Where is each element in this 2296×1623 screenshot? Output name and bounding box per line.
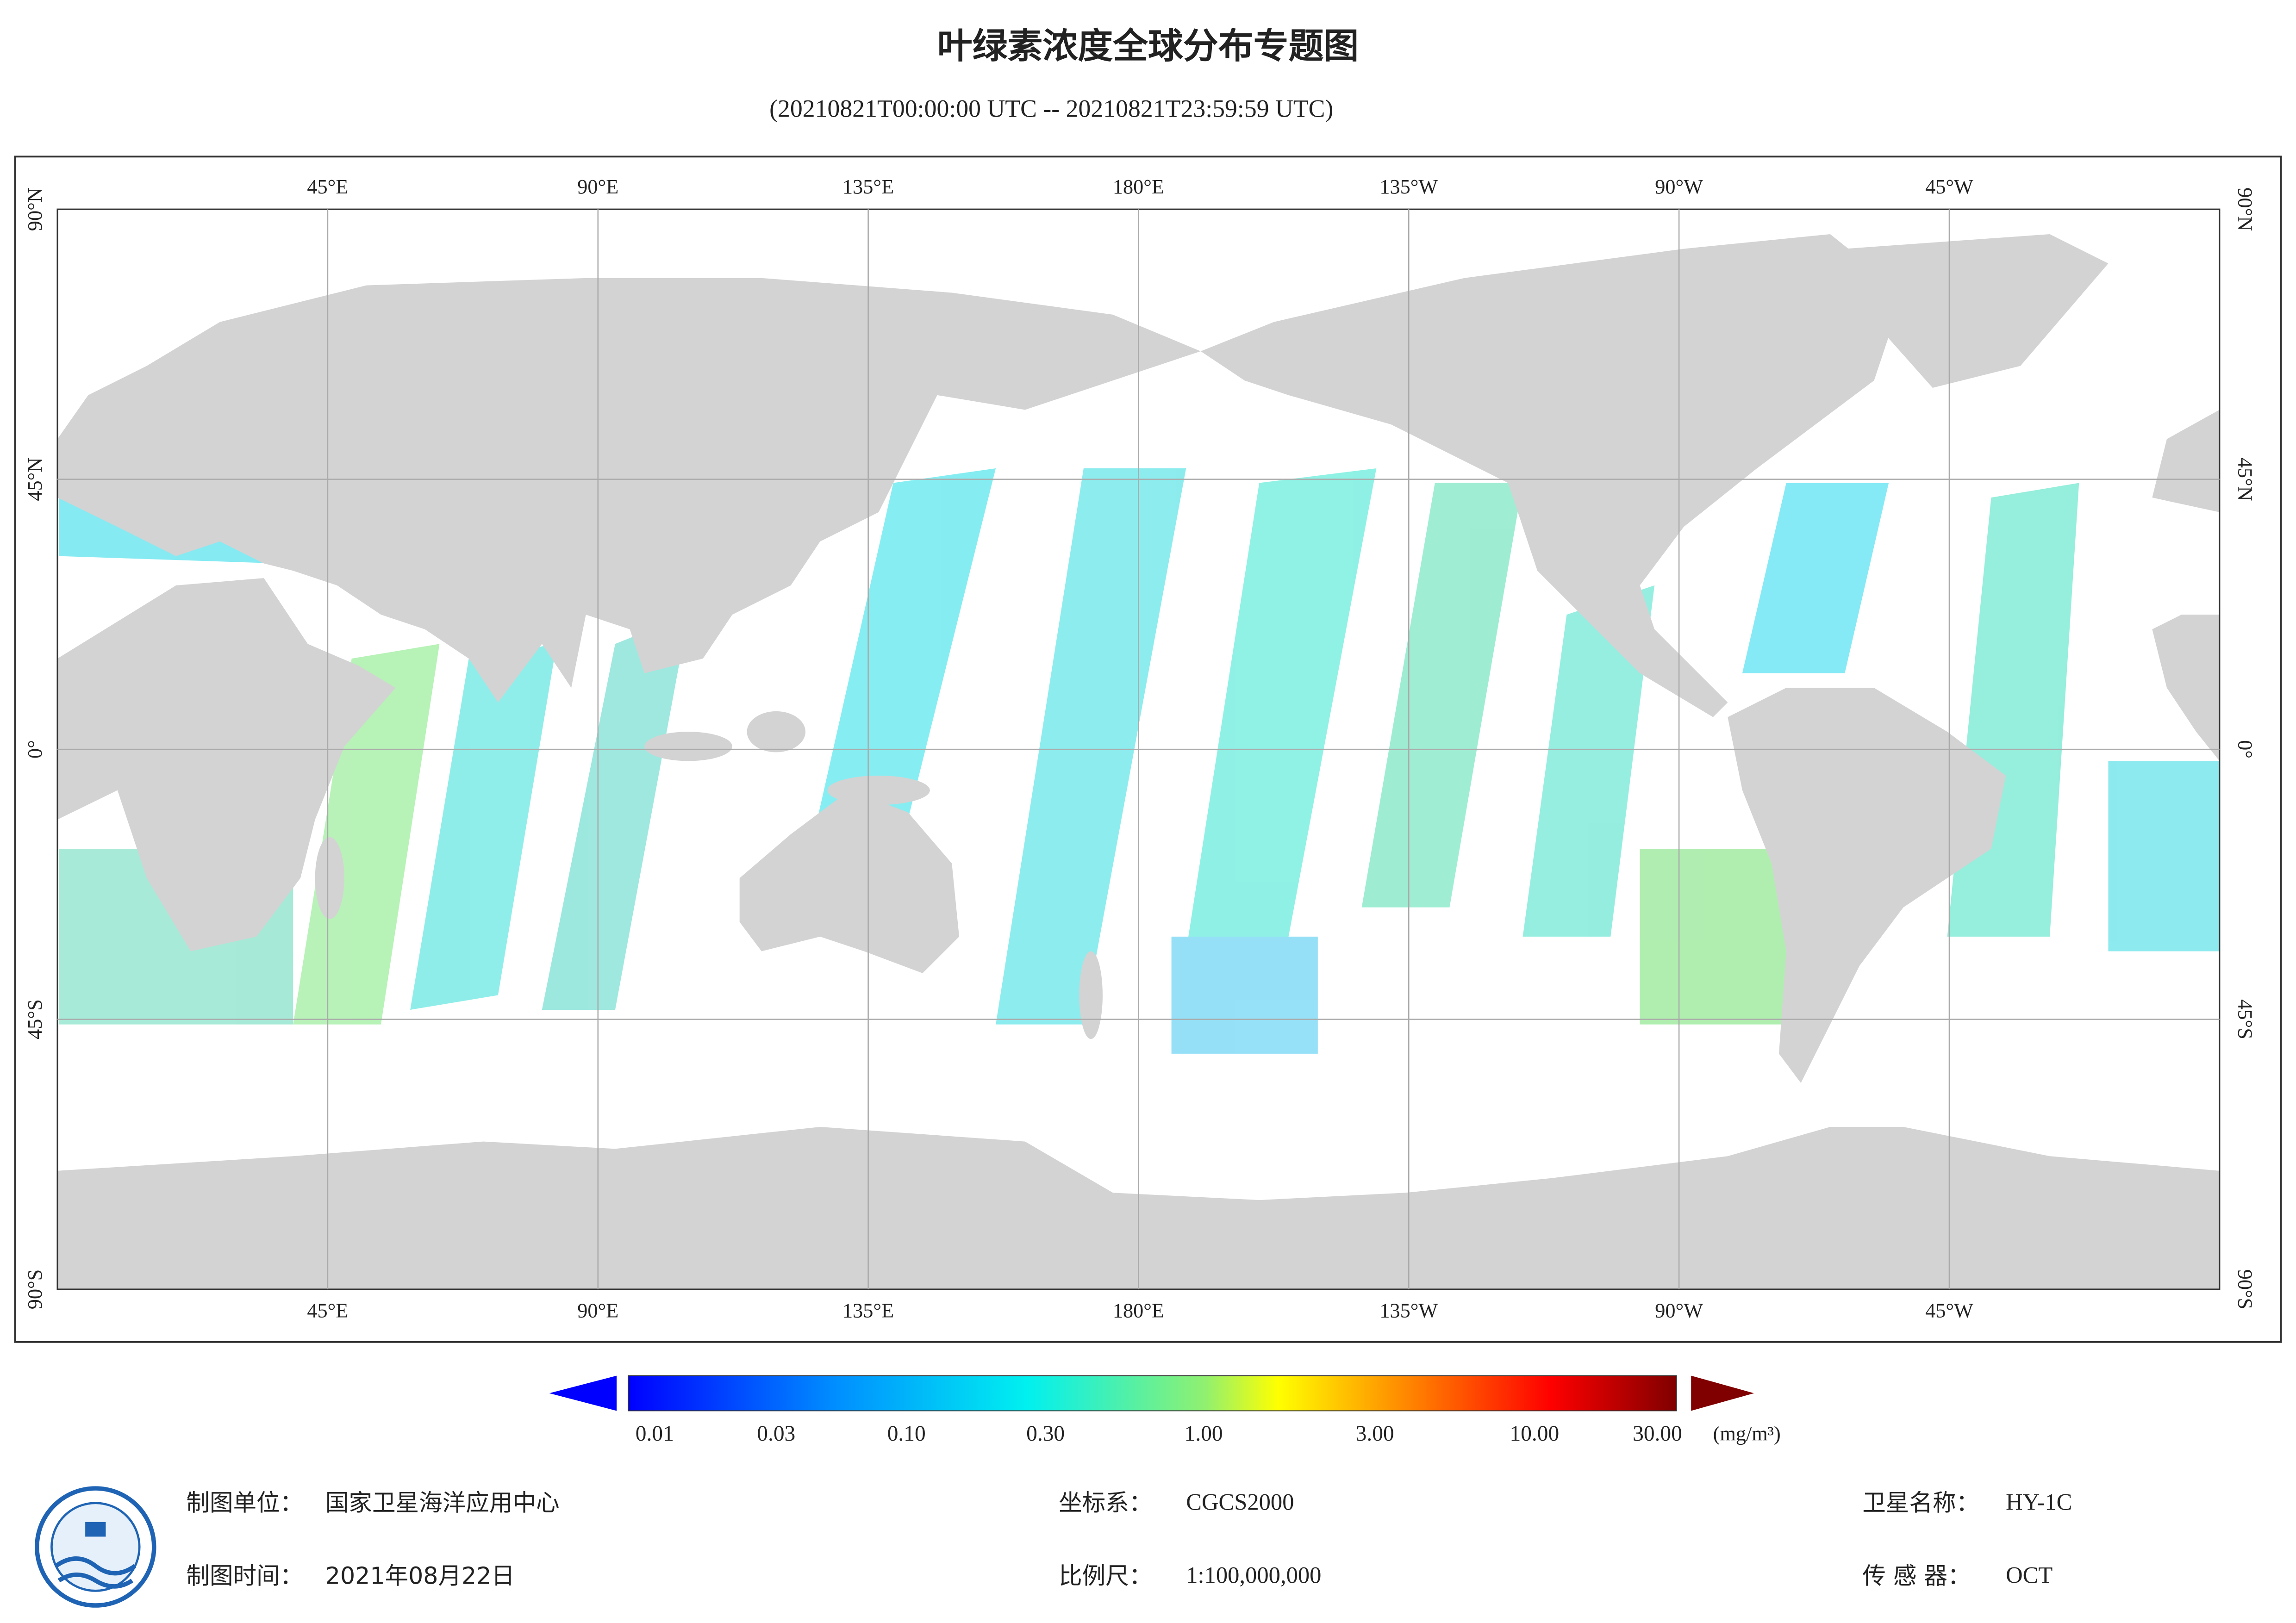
footer-label: 传 感 器： xyxy=(1862,1562,1971,1589)
colorbar-min-arrow xyxy=(549,1375,617,1411)
latitude-label: 45°S xyxy=(24,999,46,1039)
longitude-label: 135°W xyxy=(1379,1300,1438,1322)
colorbar xyxy=(628,1375,1677,1412)
colorbar-tick-label: 1.00 xyxy=(1185,1422,1223,1446)
latitude-label: 90°S xyxy=(24,1269,46,1310)
latitude-label: 0° xyxy=(2234,740,2256,759)
colorbar-tick-label: 10.00 xyxy=(1510,1422,1559,1446)
land xyxy=(57,234,2220,1289)
colorbar-max-arrow xyxy=(1691,1375,1754,1411)
longitude-label: 135°W xyxy=(1379,175,1438,198)
latitude-label: 90°N xyxy=(2234,187,2256,231)
footer-value: OCT xyxy=(2006,1562,2053,1588)
longitude-label: 90°W xyxy=(1655,175,1703,198)
latitude-label: 45°N xyxy=(24,458,46,501)
longitude-label: 45°E xyxy=(307,175,348,198)
longitude-label: 45°E xyxy=(307,1300,348,1322)
latitude-label: 45°N xyxy=(2234,458,2256,501)
latitude-label: 90°S xyxy=(2234,1269,2256,1310)
colorbar-tick-label: 0.01 xyxy=(636,1422,674,1446)
latitude-label: 90°N xyxy=(24,187,46,231)
longitude-label: 135°E xyxy=(842,175,894,198)
logo xyxy=(35,1486,156,1608)
longitude-label: 90°E xyxy=(577,1300,618,1322)
map-frame xyxy=(14,155,2282,1343)
colorbar-tick-label: 3.00 xyxy=(1356,1422,1394,1446)
longitude-label: 45°W xyxy=(1925,175,1973,198)
footer-value: HY-1C xyxy=(2006,1489,2072,1515)
footer-label: 制图时间： xyxy=(186,1562,303,1589)
latitude-label: 45°S xyxy=(2234,999,2256,1039)
footer-value: 2021年08月22日 xyxy=(325,1562,515,1589)
footer-label: 卫星名称： xyxy=(1862,1489,1979,1516)
latitude-label: 0° xyxy=(24,740,46,759)
colorbar-unit: (mg/m³) xyxy=(1713,1422,1781,1445)
colorbar-tick-label: 0.30 xyxy=(1026,1422,1065,1446)
map xyxy=(57,234,2220,1289)
longitude-label: 180°E xyxy=(1113,1300,1164,1322)
longitude-label: 90°E xyxy=(577,175,618,198)
title: 叶绿素浓度全球分布专题图 xyxy=(937,25,1359,66)
footer-label: 比例尺： xyxy=(1059,1562,1152,1589)
colorbar-tick-label: 0.10 xyxy=(887,1422,926,1446)
footer-label: 制图单位： xyxy=(186,1489,303,1516)
footer-value: CGCS2000 xyxy=(1186,1489,1294,1515)
footer: 制图单位： 国家卫星海洋应用中心 制图时间： 2021年08月22日 坐标系： … xyxy=(186,1489,2072,1589)
footer-value: 1:100,000,000 xyxy=(1186,1562,1321,1588)
longitude-label: 135°E xyxy=(842,1300,894,1322)
footer-value: 国家卫星海洋应用中心 xyxy=(325,1489,560,1516)
longitude-label: 180°E xyxy=(1113,175,1164,198)
footer-label: 坐标系： xyxy=(1059,1489,1152,1516)
longitude-label: 90°W xyxy=(1655,1300,1703,1322)
subtitle: (20210821T00:00:00 UTC -- 20210821T23:59… xyxy=(769,95,1333,123)
longitude-label: 45°W xyxy=(1925,1300,1973,1322)
colorbar-tick-label: 30.00 xyxy=(1633,1422,1682,1446)
colorbar-tick-label: 0.03 xyxy=(757,1422,795,1446)
